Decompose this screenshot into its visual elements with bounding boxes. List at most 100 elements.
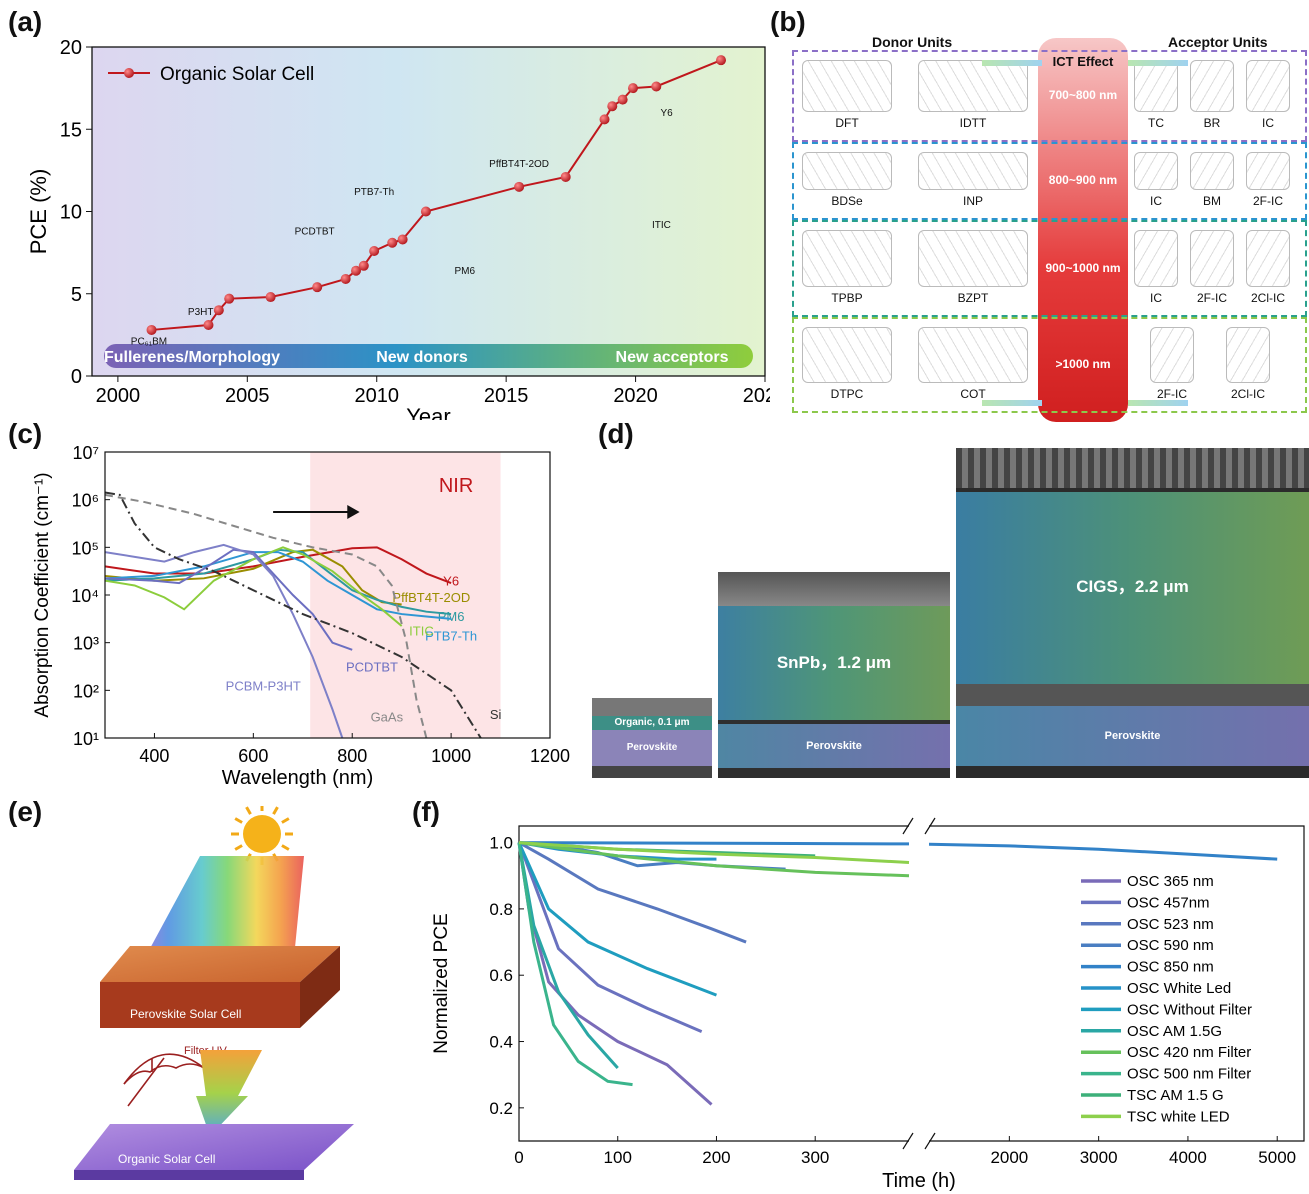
sun-icon bbox=[231, 806, 293, 865]
era-band-label: Fullerenes/Morphology bbox=[104, 349, 280, 366]
perovskite-cell-side bbox=[300, 946, 340, 1028]
nir-label: NIR bbox=[439, 475, 473, 497]
molecule-label: PM6 bbox=[454, 266, 475, 277]
osc-pce-point bbox=[420, 206, 431, 217]
axis-break-mark-icon bbox=[902, 817, 914, 835]
acceptor-label: IC bbox=[1262, 116, 1274, 130]
f-legend-label: OSC 850 nm bbox=[1127, 959, 1214, 976]
osc-pce-point bbox=[627, 83, 638, 94]
organic-cell-front bbox=[74, 1170, 304, 1180]
axis-break-mark-icon bbox=[902, 1132, 914, 1150]
pce-year-chart: Fullerenes/Morphology New donors New accep… bbox=[26, 37, 770, 420]
stability-chart: 0.2 0.4 0.6 0.8 1.0 0 100 200 300 2000 3000 4000 500… bbox=[431, 817, 1305, 1192]
osc-pce-point bbox=[560, 171, 571, 182]
donor-structure bbox=[802, 60, 892, 112]
c-x-tick-label: 1200 bbox=[530, 746, 570, 766]
a-y-tick-label: 15 bbox=[60, 119, 82, 141]
osc-pce-point bbox=[514, 181, 525, 192]
f-legend-label: TSC white LED bbox=[1127, 1108, 1230, 1125]
donor-label: COT bbox=[960, 387, 986, 401]
molecule-label: ITIC bbox=[652, 220, 671, 231]
ict-arrow-left-icon bbox=[982, 60, 1042, 66]
c-y-tick-label: 10⁷ bbox=[72, 443, 99, 463]
donor-structure bbox=[802, 230, 892, 287]
ict-row bbox=[792, 220, 1307, 317]
acceptor-label: BR bbox=[1203, 116, 1221, 130]
axis-break-mark-icon bbox=[924, 817, 936, 835]
ict-range-label: 800~900 nm bbox=[1048, 173, 1118, 187]
stability-series bbox=[517, 841, 718, 997]
donor-label: DFT bbox=[835, 116, 859, 130]
ict-arrow-right-icon bbox=[1128, 60, 1188, 66]
ict-arrow-right-icon bbox=[1128, 400, 1188, 406]
osc-pce-point bbox=[397, 234, 408, 245]
axis-break-mark-icon bbox=[924, 1132, 936, 1150]
f-y-tick-label: 0.8 bbox=[489, 900, 513, 919]
a-x-tick-label: 2005 bbox=[225, 385, 270, 407]
donor-header: Donor Units bbox=[872, 34, 953, 50]
panel-letter-a: (a) bbox=[8, 6, 43, 37]
filtered-light-arrow bbox=[196, 1050, 262, 1136]
osc-pce-point bbox=[351, 265, 362, 276]
f-y-tick-label: 0.2 bbox=[489, 1099, 513, 1118]
f-x-tick-label: 100 bbox=[604, 1148, 632, 1167]
a-y-tick-label: 10 bbox=[60, 202, 82, 224]
donor-structure bbox=[802, 152, 892, 190]
cigs-stack: CIGS，2.2 μm Perovskite bbox=[956, 448, 1309, 778]
absorption-series-label: PffBT4T-2OD bbox=[392, 590, 470, 605]
sun-ray bbox=[281, 844, 290, 851]
acceptor-structure bbox=[1246, 230, 1290, 287]
nir-region bbox=[310, 452, 501, 738]
c-y-tick-label: 10⁵ bbox=[72, 538, 99, 558]
umbrella-icon bbox=[123, 1053, 205, 1107]
osc-pce-point bbox=[715, 55, 726, 66]
acceptor-structure bbox=[1134, 60, 1178, 112]
acceptor-label: BM bbox=[1203, 194, 1221, 208]
acceptor-label: IC bbox=[1150, 291, 1162, 305]
donor-structure bbox=[918, 60, 1028, 112]
absorption-series-label: PM6 bbox=[438, 609, 465, 624]
absorption-series bbox=[104, 551, 452, 620]
ict-row bbox=[792, 142, 1307, 220]
osc-pce-point bbox=[213, 305, 224, 316]
absorption-series-label: PCBM-P3HT bbox=[226, 678, 301, 693]
stability-series bbox=[518, 841, 910, 878]
c-y-tick-label: 10³ bbox=[73, 634, 99, 654]
redshift-arrowhead-icon bbox=[347, 505, 360, 519]
stability-series bbox=[517, 842, 633, 1087]
absorption-series bbox=[104, 546, 452, 585]
perovskite-cell-top bbox=[100, 946, 340, 982]
panel-letter-f: (f) bbox=[412, 796, 440, 827]
molecule-label: PffBT4T-2OD bbox=[489, 159, 549, 170]
f-legend-label: OSC Without Filter bbox=[1127, 1001, 1252, 1018]
stability-series bbox=[518, 841, 747, 944]
ict-row bbox=[792, 317, 1307, 413]
ict-range-label: 700~800 nm bbox=[1048, 88, 1118, 102]
osc-pce-point bbox=[358, 260, 369, 271]
c-y-tick-label: 10¹ bbox=[73, 729, 99, 749]
c-y-tick-label: 10⁴ bbox=[71, 586, 99, 606]
donor-label: BZPT bbox=[957, 291, 989, 305]
donor-structure bbox=[918, 152, 1028, 190]
absorption-series-label: GaAs bbox=[371, 709, 404, 724]
a-x-tick-label: 2025 bbox=[743, 385, 770, 407]
osc-pce-point bbox=[203, 320, 214, 331]
ict-column bbox=[1038, 38, 1128, 422]
acceptor-label: 2Cl-IC bbox=[1230, 387, 1265, 401]
organic-layer: Organic, 0.1 μm bbox=[592, 716, 712, 730]
absorption-series-label: ITIC bbox=[409, 624, 434, 639]
donor-label: TPBP bbox=[831, 291, 863, 305]
acceptor-label: 2F-IC bbox=[1157, 387, 1187, 401]
organic-cell-label: Organic Solar Cell bbox=[118, 1152, 215, 1166]
donor-label: IDTT bbox=[959, 116, 987, 130]
osc-pce-point bbox=[369, 245, 380, 256]
absorption-series bbox=[104, 548, 402, 606]
a-y-tick-label: 5 bbox=[71, 284, 82, 306]
f-axes-left bbox=[518, 825, 909, 1142]
osc-pce-point bbox=[265, 292, 276, 303]
osc-pce-point bbox=[599, 114, 610, 125]
f-legend-label: TSC AM 1.5 G bbox=[1127, 1087, 1224, 1104]
snpb-layer: SnPb，1.2 μm bbox=[718, 606, 950, 720]
f-legend-label: OSC 500 nm Filter bbox=[1127, 1066, 1251, 1083]
donor-label: BDSe bbox=[831, 194, 863, 208]
